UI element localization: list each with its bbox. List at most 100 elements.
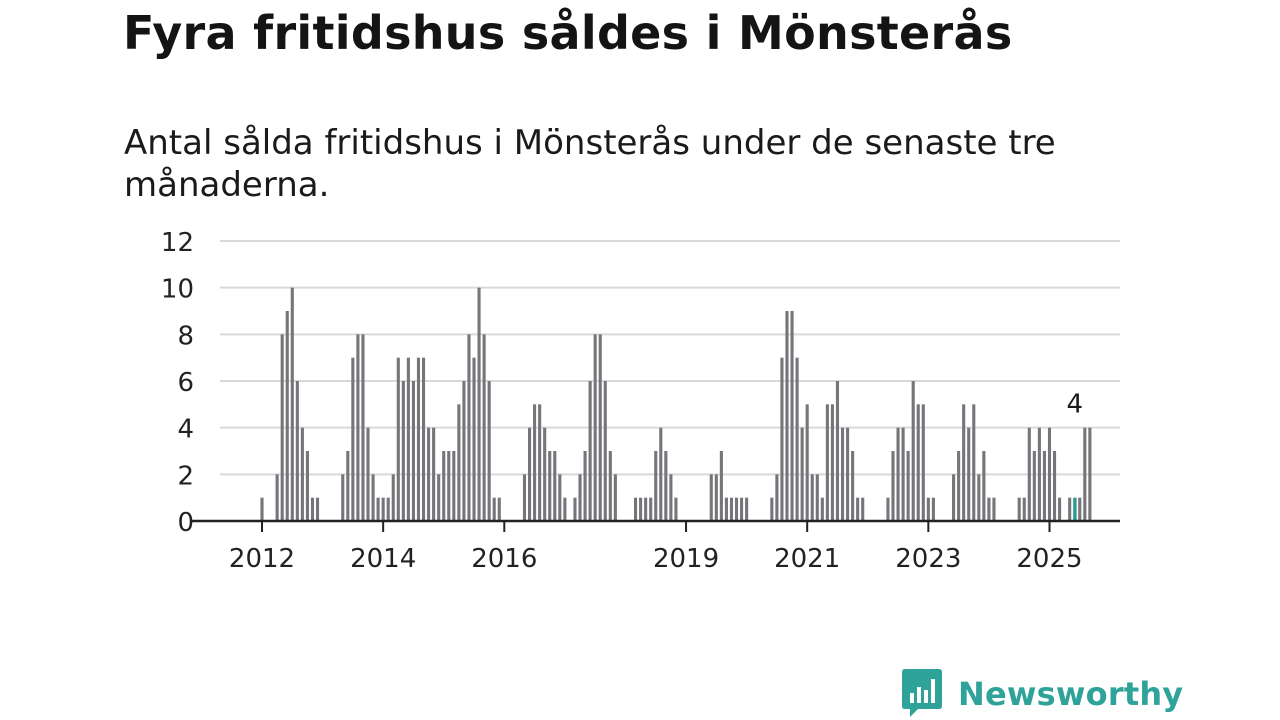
bar: [967, 427, 971, 521]
bar: [644, 497, 648, 521]
bar: [391, 474, 395, 521]
bar: [427, 427, 431, 521]
bar: [416, 357, 421, 521]
bar: [1083, 427, 1087, 521]
x-axis: 2012 2014 2016 2019 2021 2023 2025: [190, 519, 1120, 574]
bar: [593, 334, 597, 521]
bar: [573, 497, 577, 521]
y-tick-label: 0: [177, 508, 194, 538]
bar: [916, 404, 920, 521]
bar: [957, 451, 961, 521]
bar: [376, 497, 380, 521]
bar: [1022, 497, 1026, 521]
bar: [891, 451, 895, 521]
bar: [578, 474, 582, 521]
chart-subtitle: Antal sålda fritidshus i Mönsterås under…: [124, 123, 1056, 205]
logo-text: Newsworthy: [958, 675, 1184, 713]
bar: [709, 474, 713, 521]
bar: [381, 497, 385, 521]
bar: [931, 497, 935, 521]
bar: [588, 381, 592, 521]
bar: [462, 381, 466, 521]
bar: [583, 451, 587, 521]
y-tick-label: 6: [177, 368, 194, 398]
bar: [457, 404, 461, 521]
bar: [982, 451, 986, 521]
bar: [785, 311, 789, 521]
bar: [558, 474, 562, 521]
y-tick-label: 4: [177, 415, 194, 445]
y-tick-label: 2: [177, 461, 194, 491]
newsworthy-logo: Newsworthy: [902, 669, 1183, 719]
bar: [487, 381, 491, 521]
bar: [442, 451, 446, 521]
bar: [548, 451, 552, 521]
bar: [527, 427, 532, 521]
bar: [437, 474, 441, 521]
bar: [740, 497, 744, 521]
bar: [992, 497, 996, 521]
bar: [1037, 427, 1041, 521]
bar: [840, 427, 845, 521]
bar: [906, 451, 910, 521]
bar: [467, 334, 471, 521]
highlight-value-label: 4: [1066, 390, 1083, 420]
y-tick-label: 8: [177, 321, 194, 351]
bar: [366, 427, 370, 521]
bar: [492, 497, 496, 521]
x-tick-label: 2021: [774, 544, 840, 574]
bar: [810, 474, 814, 521]
x-tick-label: 2014: [350, 544, 416, 574]
bar: [396, 357, 400, 521]
bar: [401, 381, 405, 521]
bar: [1068, 497, 1072, 521]
bar: [477, 287, 481, 521]
bar: [800, 427, 804, 521]
bar: [846, 427, 850, 521]
bar: [669, 474, 673, 521]
bar: [538, 404, 542, 521]
bar: [719, 451, 723, 521]
bar: [447, 451, 451, 521]
bar: [346, 451, 350, 521]
bar: [835, 381, 840, 521]
y-tick-label: 12: [161, 228, 194, 258]
bar: [598, 334, 602, 521]
bar: [533, 404, 537, 521]
annotations: 4: [1066, 390, 1083, 420]
bar: [351, 357, 355, 521]
bar: [361, 334, 365, 521]
x-tick-label: 2023: [895, 544, 961, 574]
bar: [421, 357, 426, 521]
bar: [406, 357, 410, 521]
bar: [305, 451, 309, 521]
chart-title: Fyra fritidshus såldes i Mönsterås: [123, 6, 1013, 60]
bar: [654, 451, 658, 521]
bar: [911, 381, 915, 521]
bar: [962, 404, 966, 521]
bar: [1058, 497, 1062, 521]
bar: [613, 474, 617, 521]
bar: [371, 474, 375, 521]
bar: [275, 474, 279, 521]
bar: [780, 357, 784, 521]
bar: [861, 497, 865, 521]
x-tick-label: 2025: [1016, 544, 1082, 574]
bar: [553, 451, 557, 521]
bar: [896, 427, 900, 521]
y-axis-tick-labels: 0 2 4 6 8 10 12: [161, 228, 194, 538]
bar: [315, 497, 320, 521]
bar: [659, 427, 663, 521]
bar: [886, 497, 890, 521]
bar: [280, 334, 284, 521]
bar: [300, 427, 304, 521]
bar: [856, 497, 860, 521]
bar: [285, 311, 289, 521]
bar: [432, 427, 436, 521]
bar: [1078, 497, 1082, 521]
bar: [1042, 451, 1046, 521]
bar: [603, 381, 607, 521]
bar: [1047, 427, 1052, 521]
bar: [987, 497, 991, 521]
bar: [563, 497, 567, 521]
